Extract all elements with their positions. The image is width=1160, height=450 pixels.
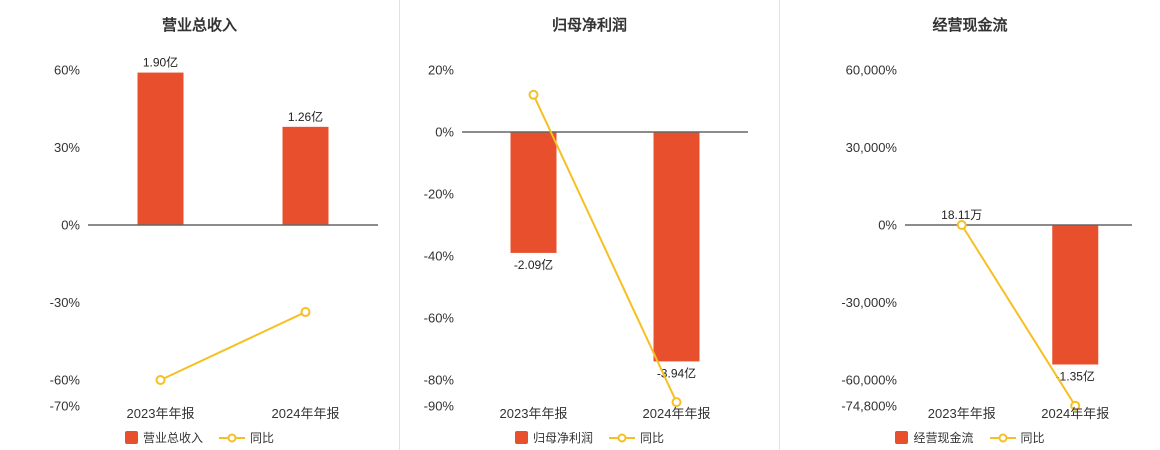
revenue-chart: 60% 30% 0% -30% -60% -70% 1.90亿 1.26亿 2023年年报 202… — [49, 55, 378, 421]
legend-line-label: 同比 — [640, 431, 665, 445]
x-axis-label: 2023年年报 — [126, 406, 194, 421]
y-axis-tick-label: 60% — [53, 63, 79, 78]
yoy-data-point — [300, 307, 310, 318]
bar-swatch-icon — [514, 431, 528, 444]
bar-value-label: -2.09亿 — [513, 257, 552, 272]
bar-value-label: 18.11万 — [941, 208, 982, 222]
y-axis-tick-label: 30,000% — [846, 140, 898, 155]
legend-item-line-series[interactable]: 同比 — [609, 429, 664, 446]
bar — [137, 72, 183, 225]
net-profit-chart: 20% 0% -20% -40% -60% -80% -90% -2.09亿 -3.94亿 202… — [423, 63, 748, 421]
x-axis-label: 2024年年报 — [1041, 406, 1109, 421]
bar-value-label: 1.90亿 — [142, 55, 177, 70]
legend-net-profit: 归母净利润 同比 — [514, 425, 664, 450]
y-axis-tick-label: -20% — [423, 187, 454, 202]
panel-net-profit: 归母净利润 20% 0% -20% -40% -60% -80% -90% -2.09亿 -3.… — [400, 0, 780, 450]
x-axis-label: 2023年年报 — [928, 406, 996, 421]
legend-cash-flow: 经营现金流 同比 — [895, 425, 1045, 450]
y-axis-tick-label: -90% — [423, 399, 454, 414]
bar — [653, 132, 699, 362]
line-swatch-icon — [219, 433, 245, 443]
chart-title-revenue: 营业总收入 — [161, 17, 237, 34]
legend-bar-label: 营业总收入 — [142, 431, 203, 445]
line-swatch-icon — [609, 433, 635, 443]
y-axis-tick-label: 0% — [878, 218, 897, 233]
panel-revenue: 营业总收入 60% 30% 0% -30% -60% -70% 1.90亿 1.26亿 2023… — [0, 0, 400, 450]
line-swatch-icon — [989, 433, 1016, 443]
yoy-data-point — [1070, 400, 1081, 411]
x-axis-label: 2023年年报 — [499, 406, 567, 421]
legend-item-bar-series[interactable]: 经营现金流 — [895, 429, 974, 446]
x-axis-label: 2024年年报 — [271, 406, 339, 421]
panel-cash-flow: 经营现金流 60,000% 30,000% 0% -30,000% -60,000% -7… — [780, 0, 1160, 450]
legend-bar-label: 归母净利润 — [532, 431, 593, 445]
cash-flow-chart: 60,000% 30,000% 0% -30,000% -60,000% -74,800%… — [841, 63, 1132, 421]
bar — [1052, 225, 1099, 365]
y-axis-tick-label: -30% — [49, 295, 80, 310]
bar-value-label: -1.35亿 — [1056, 369, 1095, 384]
bar-swatch-icon — [895, 431, 909, 444]
y-axis-tick-label: 0% — [61, 218, 80, 233]
legend-item-bar-series[interactable]: 营业总收入 — [124, 429, 203, 446]
legend-item-bar-series[interactable]: 归母净利润 — [514, 429, 593, 446]
y-axis-tick-label: -60% — [49, 373, 80, 388]
legend-line-label: 同比 — [250, 431, 275, 445]
yoy-trend-line — [532, 94, 677, 403]
y-axis-tick-label: -80% — [423, 373, 454, 388]
yoy-trend-line — [960, 224, 1077, 407]
yoy-data-point — [528, 89, 538, 100]
bar-swatch-icon — [124, 431, 138, 444]
bar — [282, 126, 328, 225]
bar-value-label: 1.26亿 — [287, 109, 322, 124]
y-axis-tick-label: -30,000% — [841, 295, 897, 310]
legend-revenue: 营业总收入 同比 — [124, 425, 274, 450]
y-axis-tick-label: -60,000% — [841, 373, 897, 388]
y-axis-tick-label: -60% — [423, 311, 454, 326]
yoy-trend-line — [159, 311, 306, 381]
y-axis-tick-label: -40% — [423, 249, 454, 264]
bar — [510, 132, 556, 253]
y-axis-tick-label: 30% — [53, 140, 79, 155]
yoy-data-point — [671, 397, 681, 408]
legend-item-line-series[interactable]: 同比 — [989, 429, 1045, 446]
legend-bar-label: 经营现金流 — [913, 431, 974, 445]
legend-line-label: 同比 — [1020, 431, 1045, 445]
chart-title-cash-flow: 经营现金流 — [932, 17, 1008, 34]
yoy-data-point — [956, 220, 967, 230]
y-axis-tick-label: 20% — [427, 63, 453, 78]
x-axis-label: 2024年年报 — [642, 406, 710, 421]
y-axis-tick-label: 60,000% — [846, 63, 898, 78]
bar-value-label: -3.94亿 — [656, 365, 695, 380]
chart-title-net-profit: 归母净利润 — [551, 17, 627, 34]
y-axis-tick-label: 0% — [435, 125, 454, 140]
y-axis-tick-label: -74,800% — [841, 399, 897, 414]
y-axis-tick-label: -70% — [49, 399, 80, 414]
legend-item-line-series[interactable]: 同比 — [219, 429, 274, 446]
yoy-data-point — [155, 375, 165, 385]
